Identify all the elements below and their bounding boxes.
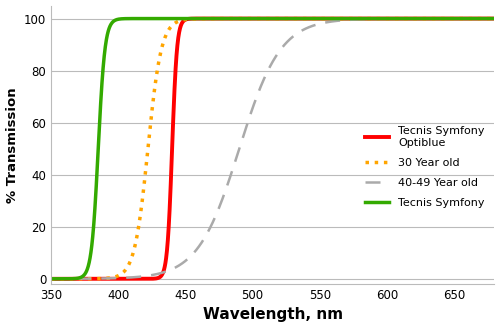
30 Year old	[392, 17, 398, 21]
40-49 Year old	[397, 17, 403, 21]
Tecnis Symfony	[252, 17, 258, 21]
Tecnis Symfony
Optiblue	[398, 17, 404, 21]
Tecnis Symfony
Optiblue	[478, 17, 484, 21]
40-49 Year old	[252, 99, 258, 103]
30 Year old	[492, 17, 498, 21]
30 Year old	[398, 17, 404, 21]
Tecnis Symfony	[71, 277, 77, 281]
Tecnis Symfony
Optiblue	[48, 277, 54, 281]
Tecnis Symfony	[218, 17, 224, 21]
Tecnis Symfony
Optiblue	[492, 17, 498, 21]
Tecnis Symfony
Optiblue	[479, 17, 485, 21]
30 Year old	[48, 277, 54, 281]
Y-axis label: % Transmission: % Transmission	[6, 87, 18, 203]
Tecnis Symfony
Optiblue	[264, 17, 270, 21]
Tecnis Symfony
Optiblue	[71, 277, 77, 281]
Tecnis Symfony	[398, 17, 404, 21]
Tecnis Symfony
Optiblue	[259, 17, 265, 21]
40-49 Year old	[478, 17, 484, 21]
Legend: Tecnis Symfony
Optiblue, 30 Year old, 40-49 Year old, Tecnis Symfony: Tecnis Symfony Optiblue, 30 Year old, 40…	[360, 122, 489, 212]
40-49 Year old	[48, 277, 54, 281]
Tecnis Symfony	[479, 17, 485, 21]
40-49 Year old	[478, 17, 484, 21]
Line: Tecnis Symfony: Tecnis Symfony	[51, 19, 494, 279]
30 Year old	[71, 277, 77, 281]
Line: 40-49 Year old: 40-49 Year old	[51, 19, 494, 279]
40-49 Year old	[492, 17, 498, 21]
40-49 Year old	[264, 71, 270, 75]
Tecnis Symfony	[264, 17, 270, 21]
Line: Tecnis Symfony
Optiblue: Tecnis Symfony Optiblue	[51, 19, 494, 279]
Tecnis Symfony	[492, 17, 498, 21]
X-axis label: Wavelength, nm: Wavelength, nm	[203, 307, 343, 322]
Tecnis Symfony	[478, 17, 484, 21]
30 Year old	[478, 17, 484, 21]
Tecnis Symfony	[48, 277, 54, 281]
30 Year old	[264, 17, 270, 21]
Tecnis Symfony
Optiblue	[252, 17, 258, 21]
Line: 30 Year old: 30 Year old	[51, 19, 494, 279]
30 Year old	[252, 17, 258, 21]
40-49 Year old	[71, 277, 77, 281]
30 Year old	[479, 17, 485, 21]
